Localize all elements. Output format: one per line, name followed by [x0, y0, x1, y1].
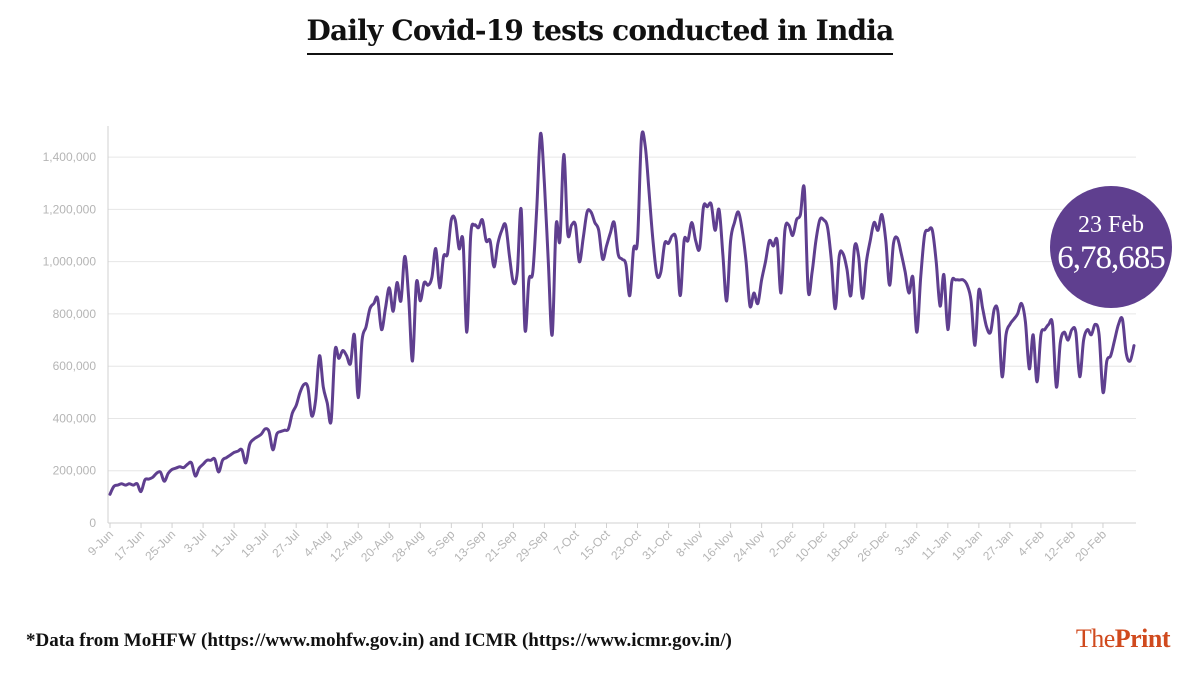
callout-date: 23 Feb — [1078, 212, 1144, 238]
x-tick-label: 12-Feb — [1041, 527, 1078, 564]
x-tick-label: 18-Dec — [824, 527, 861, 564]
x-tick-label: 13-Sep — [451, 527, 488, 564]
x-tick-label: 28-Aug — [389, 527, 426, 564]
x-tick-label: 25-Jun — [142, 527, 178, 563]
logo-part-the: The — [1075, 624, 1115, 653]
series-line-daily-tests — [108, 130, 1136, 496]
y-tick-label: 600,000 — [53, 359, 97, 373]
logo-part-print: Print — [1114, 624, 1171, 653]
x-tick-label: 17-Jun — [111, 527, 147, 563]
x-tick-label: 15-Oct — [577, 527, 613, 563]
x-tick-label: 10-Dec — [793, 527, 830, 564]
x-tick-label: 23-Oct — [608, 527, 644, 563]
x-tick-label: 20-Feb — [1072, 527, 1109, 564]
x-tick-label: 16-Nov — [699, 527, 736, 564]
x-tick-label: 12-Aug — [327, 527, 364, 564]
x-tick-label: 11-Jan — [919, 527, 954, 562]
y-tick-label: 1,400,000 — [43, 150, 97, 164]
y-tick-label: 400,000 — [53, 411, 97, 425]
x-tick-label: 11-Jul — [208, 527, 240, 559]
x-tick-label: 24-Nov — [731, 527, 768, 564]
x-tick-label: 31-Oct — [639, 527, 675, 563]
y-tick-label: 200,000 — [53, 464, 97, 478]
x-tick-label: 19-Jan — [949, 527, 985, 563]
brand-logo: ThePrint — [1075, 624, 1171, 654]
x-tick-label: 27-Jan — [980, 527, 1016, 563]
y-tick-label: 1,000,000 — [43, 255, 97, 269]
chart-title-wrap: Daily Covid-19 tests conducted in India — [0, 14, 1200, 55]
x-tick-label: 20-Aug — [358, 527, 395, 564]
latest-value-callout: 23 Feb 6,78,685 — [1050, 186, 1172, 308]
callout-value: 6,78,685 — [1057, 240, 1166, 276]
y-tick-label: 0 — [89, 516, 96, 530]
chart-title: Daily Covid-19 tests conducted in India — [306, 14, 894, 55]
x-tick-label: 27-Jul — [269, 527, 302, 560]
x-tick-label: 29-Sep — [513, 527, 550, 564]
y-tick-label: 800,000 — [53, 307, 97, 321]
gridlines — [108, 156, 1136, 472]
x-tick-label: 3-Jul — [181, 527, 209, 555]
y-axis-labels: 0 200,000 400,000 600,000 800,000 1,000,000 1,… — [43, 150, 97, 530]
source-footnote: *Data from MoHFW (https://www.mohfw.gov.… — [26, 630, 732, 651]
x-tick-label: 21-Sep — [482, 527, 519, 564]
x-tick-label: 3-Jan — [892, 527, 923, 558]
y-tick-label: 1,200,000 — [43, 202, 97, 216]
x-tick-label: 26-Dec — [855, 527, 892, 564]
x-tick-label: 19-Jul — [238, 527, 271, 560]
